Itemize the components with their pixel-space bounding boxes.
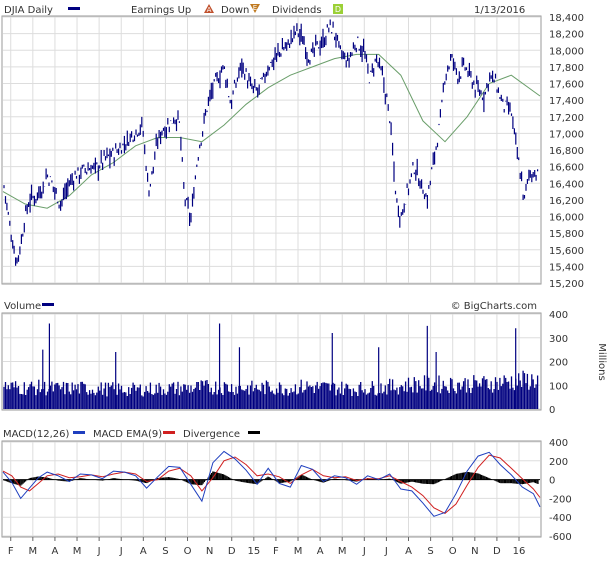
x-tick-label: J [362,546,366,557]
x-tick-label: M [294,546,303,557]
price-tick-label: 15,600 [549,246,584,257]
earnings-down-icon: E [250,4,260,13]
dividends-label: Dividends [272,5,322,16]
price-tick-label: 17,200 [549,113,584,124]
price-tick-label: 16,400 [549,179,584,190]
moving-average-line [2,53,541,209]
macd-tick-label: -400 [549,513,572,524]
price-tick-label: 18,000 [549,46,584,57]
macd-label: MACD(12,26) [3,429,70,440]
x-tick-label: M [73,546,82,557]
price-legend-swatch [68,7,80,10]
earnings-up-glyph: A [207,6,212,14]
x-tick-label: A [405,546,412,557]
bigcharts-watermark: © BigCharts.com [451,301,537,312]
macd-legend-swatch [73,431,85,434]
divergence-label: Divergence [183,429,240,440]
macd-tick-label: -600 [549,532,572,543]
x-tick-label: J [384,546,388,557]
x-tick-label: D [228,546,236,557]
macd-tick-label: 400 [549,438,568,449]
ema-legend-swatch [163,431,175,434]
volume-legend-swatch [42,303,54,306]
macd-line [2,450,541,517]
price-series [3,19,539,266]
volume-tick-label: 100 [549,381,568,392]
macd-y-axis: -600 -400 -200 0 200 400 [549,438,572,543]
price-tick-label: 17,400 [549,96,584,107]
macd-ema-line [2,454,541,514]
x-tick-label: A [52,546,59,557]
earnings-up-label: Earnings Up [131,5,191,16]
x-tick-label: O [449,546,457,557]
divergence-histogram [3,471,539,486]
macd-tick-label: 0 [549,476,555,487]
x-tick-label: D [493,546,501,557]
volume-bars [3,323,539,409]
x-tick-label: J [97,546,101,557]
x-tick-label: O [184,546,192,557]
volume-label: Volume [4,301,41,312]
symbol-label: DJIA Daily [4,5,53,16]
volume-tick-label: 400 [549,310,568,321]
price-tick-label: 17,000 [549,129,584,140]
x-tick-label: M [338,546,347,557]
x-tick-label: N [206,546,213,557]
x-tick-label: A [140,546,147,557]
x-tick-label: M [29,546,38,557]
price-tick-label: 16,000 [549,213,584,224]
price-tick-label: 17,600 [549,80,584,91]
price-tick-label: 15,800 [549,229,584,240]
x-tick-label: F [8,546,14,557]
dividends-glyph: D [335,5,341,14]
volume-y-axis: 0 100 200 300 400 [549,310,568,416]
macd-ema-label: MACD EMA(9) [93,429,162,440]
volume-tick-label: 300 [549,334,568,345]
x-tick-label: A [317,546,324,557]
x-axis: F M A M J J A S O N D 15 F M A M J J A S O N D 16 [8,537,526,557]
macd-tick-label: -200 [549,494,572,505]
price-tick-label: 16,600 [549,163,584,174]
macd-path [2,450,541,517]
price-tick-label: 15,400 [549,262,584,273]
macd-panel-frame [1,440,542,538]
chart-date: 1/13/2016 [474,5,525,16]
macd-tick-label: 200 [549,457,568,468]
price-grid [3,16,540,284]
macd-ema-path [2,454,541,514]
x-tick-label: S [427,546,433,557]
volume-tick-label: 0 [549,405,555,416]
x-tick-label: 15 [247,546,260,557]
price-tick-label: 17,800 [549,63,584,74]
price-tick-label: 18,200 [549,30,584,41]
down-label: Down [221,5,249,16]
x-tick-label: N [471,546,478,557]
divergence-legend-swatch [248,431,260,434]
x-tick-label: F [273,546,279,557]
dividends-icon: D [333,4,343,14]
price-tick-label: 16,200 [549,196,584,207]
price-tick-label: 16,800 [549,146,584,157]
x-tick-label: 16 [513,546,526,557]
moving-average-line-path [2,53,541,209]
price-tick-label: 15,200 [549,279,584,290]
x-tick-label: J [119,546,123,557]
price-tick-label: 18,400 [549,13,584,24]
earnings-up-icon: A [204,4,214,14]
down-glyph: E [253,4,257,12]
x-tick-label: S [162,546,168,557]
volume-unit-label: Millions [596,343,607,380]
price-y-axis: 15,200 15,400 15,600 15,800 16,000 16,200 16,4… [549,13,584,290]
volume-tick-label: 200 [549,358,568,369]
